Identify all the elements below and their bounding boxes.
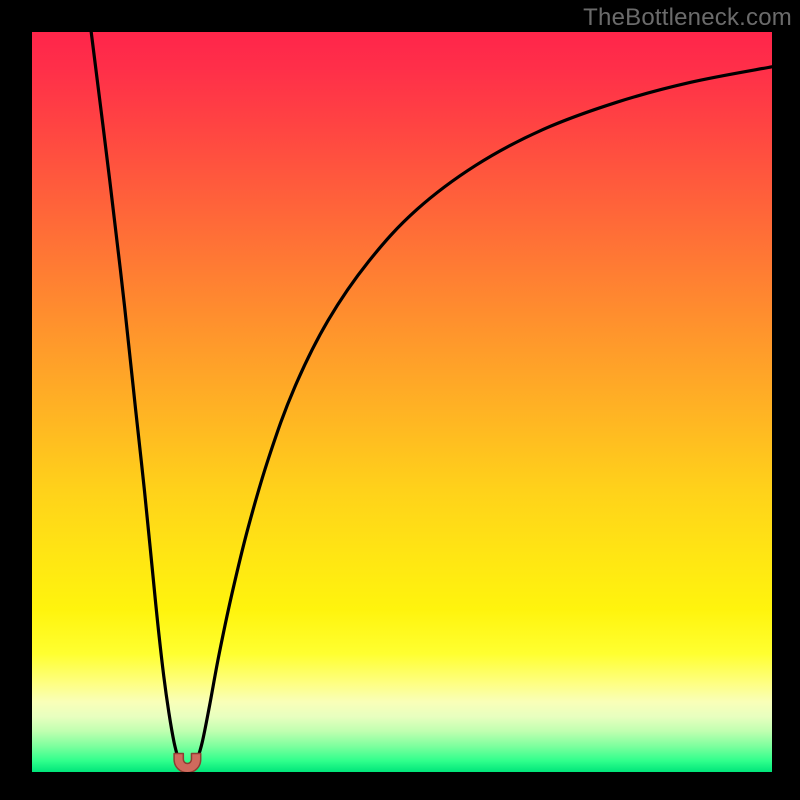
watermark-text: TheBottleneck.com [583, 4, 792, 32]
figure-canvas: TheBottleneck.com [0, 0, 800, 800]
plot-background [32, 32, 772, 772]
bottleneck-chart [32, 32, 772, 772]
